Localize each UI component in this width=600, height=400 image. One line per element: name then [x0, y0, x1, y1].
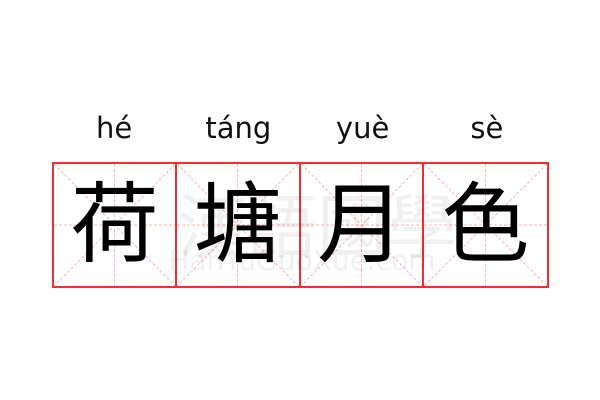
character-cell: 月: [301, 164, 424, 286]
pinyin-1: hé: [96, 111, 133, 145]
character-3: 月: [317, 173, 406, 276]
character-grid: 荷 塘 月 色: [52, 162, 549, 288]
pinyin-2: táng: [205, 111, 272, 145]
character-1: 荷: [70, 173, 159, 276]
pinyin-4: sè: [470, 111, 504, 145]
pinyin-3: yuè: [335, 111, 390, 145]
character-cell: 塘: [177, 164, 301, 286]
character-cell: 色: [424, 164, 547, 286]
character-2: 塘: [193, 173, 282, 276]
character-4: 色: [441, 173, 530, 276]
grid-guides: [424, 164, 547, 286]
grid-guides: [301, 164, 422, 286]
grid-guides: [54, 164, 175, 286]
grid-guides: [177, 164, 298, 286]
character-cell: 荷: [54, 164, 178, 286]
pinyin-row: hé táng yuè sè: [52, 108, 549, 148]
